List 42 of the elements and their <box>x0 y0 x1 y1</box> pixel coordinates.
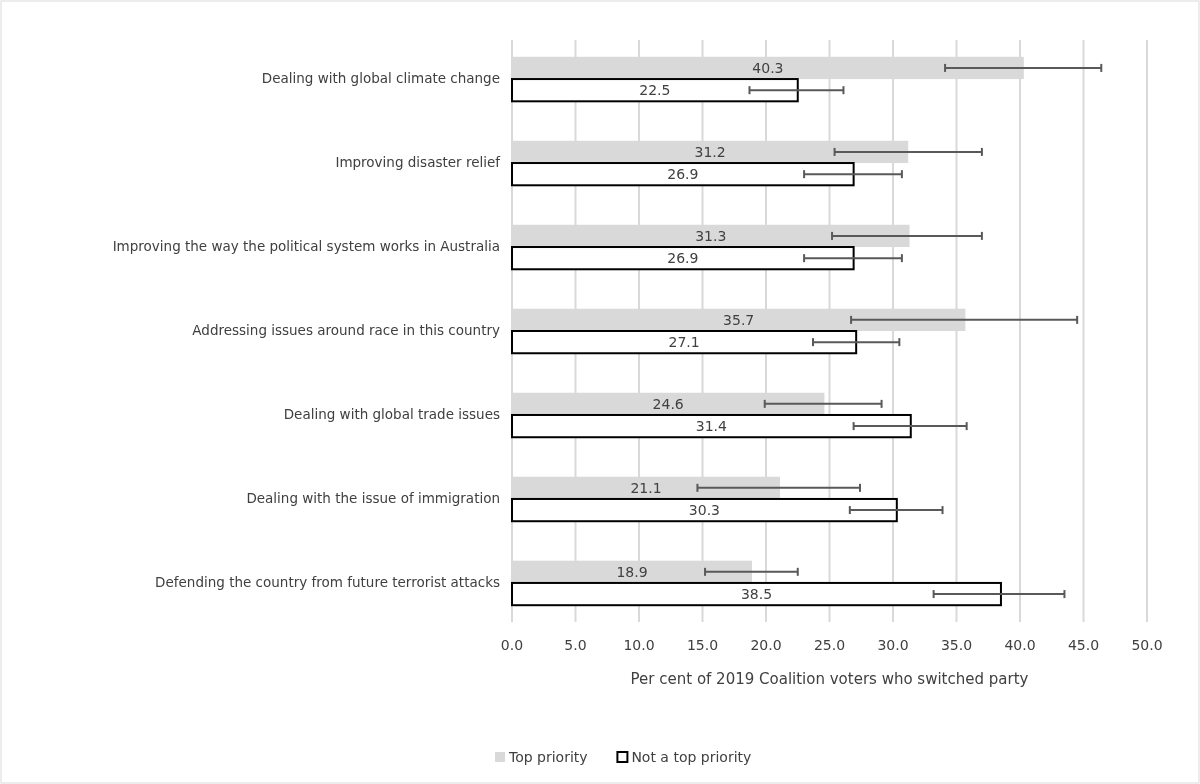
x-tick-label: 25.0 <box>813 637 846 653</box>
y-tick-label: Improving disaster relief <box>335 154 502 171</box>
data-label: 26.9 <box>667 250 699 267</box>
data-label: 18.9 <box>616 563 648 580</box>
y-tick-label: Improving the way the political system works in Australia <box>112 238 500 255</box>
x-tick-label: 15.0 <box>686 637 719 653</box>
data-label: 30.3 <box>688 502 720 519</box>
x-tick-label: 20.0 <box>750 637 782 653</box>
data-label: 38.5 <box>740 586 773 603</box>
data-label: 40.3 <box>752 59 784 76</box>
x-tick-label: 5.0 <box>564 637 587 653</box>
bar <box>511 162 855 187</box>
data-label: 35.7 <box>723 311 755 328</box>
bar <box>511 497 898 523</box>
x-tick-label: 40.0 <box>1004 637 1036 653</box>
y-tick-label: Dealing with global trade issues <box>283 405 500 422</box>
y-tick-label: Addressing issues around race in this country <box>192 322 501 338</box>
data-label: 27.1 <box>668 334 700 351</box>
data-label: 24.6 <box>652 395 684 412</box>
bar <box>511 246 855 271</box>
x-tick-label: 0.0 <box>500 637 524 653</box>
legend-label: Not a top priority <box>631 749 752 765</box>
data-label: 31.4 <box>695 418 728 435</box>
x-tick-label: 45.0 <box>1067 637 1100 653</box>
y-tick-label: Dealing with the issue of immigration <box>246 489 500 506</box>
x-tick-label: 35.0 <box>940 637 973 653</box>
x-axis-title: Per cent of 2019 Coalition voters who switched party <box>630 670 1029 688</box>
data-label: 21.1 <box>630 479 662 496</box>
data-label: 31.3 <box>695 227 727 244</box>
bar <box>511 78 799 103</box>
x-tick-label: 30.0 <box>877 637 909 653</box>
x-tick-label: 50.0 <box>1131 637 1163 653</box>
x-tick-label: 10.0 <box>623 637 655 653</box>
data-label: 26.9 <box>667 166 699 183</box>
y-tick-label: Dealing with global climate change <box>261 70 500 87</box>
legend-label: Top priority <box>508 749 588 765</box>
data-label: 31.2 <box>694 143 726 160</box>
bar <box>511 330 858 355</box>
data-label: 22.5 <box>639 82 671 99</box>
bar <box>511 413 912 439</box>
bar <box>511 581 1002 607</box>
y-tick-label: Defending the country from future terrorist attacks <box>155 573 500 590</box>
